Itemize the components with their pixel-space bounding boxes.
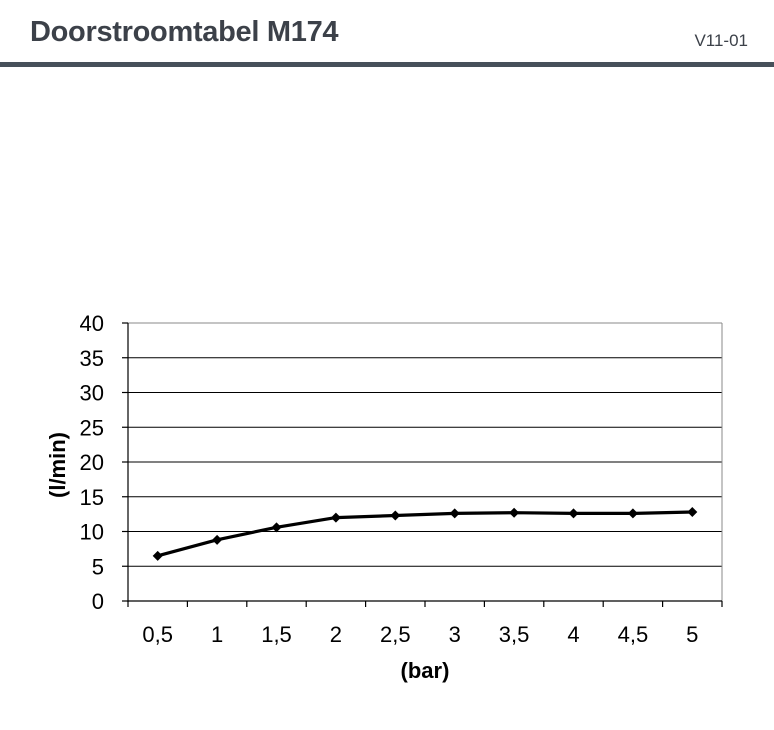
data-point-marker [152, 550, 163, 561]
series-line [156, 510, 694, 558]
y-tick-label: 25 [80, 415, 104, 440]
x-tick-label: 5 [686, 622, 698, 647]
y-tick-label: 15 [80, 485, 104, 510]
y-tick-label: 10 [80, 520, 104, 545]
x-tick-label: 4,5 [618, 622, 649, 647]
data-point-marker [627, 508, 638, 519]
grid-lines [128, 322, 722, 567]
x-tick-label: 1 [211, 622, 223, 647]
y-tick-label: 40 [80, 311, 104, 336]
series-layer [152, 507, 698, 561]
y-tick-label: 35 [80, 346, 104, 371]
x-tick-label: 1,5 [261, 622, 292, 647]
x-tick-labels: 0,5 1 1,5 2 2,5 3 3,5 4 4,5 5 [142, 622, 698, 647]
page-header: Doorstroomtabel M174 V11-01 [0, 0, 774, 68]
data-point-marker [449, 508, 460, 519]
x-tick-label: 0,5 [142, 622, 173, 647]
x-tick-label: 3,5 [499, 622, 530, 647]
x-tick-label: 2,5 [380, 622, 411, 647]
version-label: V11-01 [694, 31, 748, 50]
x-tick-label: 3 [449, 622, 461, 647]
page-title: Doorstroomtabel M174 [30, 16, 339, 48]
data-point-marker [212, 534, 223, 545]
y-tick-label: 30 [80, 381, 104, 406]
y-tick-label: 20 [80, 450, 104, 475]
y-tick-label: 0 [92, 589, 104, 614]
y-tick-label: 5 [92, 554, 104, 579]
y-tick-labels: 0 5 10 15 20 25 30 35 40 [80, 311, 104, 614]
x-tick-label: 4 [567, 622, 579, 647]
x-tick-label: 2 [330, 622, 342, 647]
y-axis-label: (l/min) [45, 432, 70, 498]
data-point-marker [509, 507, 520, 518]
data-point-marker [568, 508, 579, 519]
data-point-marker [390, 510, 401, 521]
data-point-marker [687, 507, 698, 518]
data-point-marker [271, 522, 282, 533]
x-axis-label: (bar) [401, 658, 450, 683]
data-point-marker [330, 512, 341, 523]
plot-frame [122, 322, 723, 607]
header-divider [0, 62, 774, 67]
